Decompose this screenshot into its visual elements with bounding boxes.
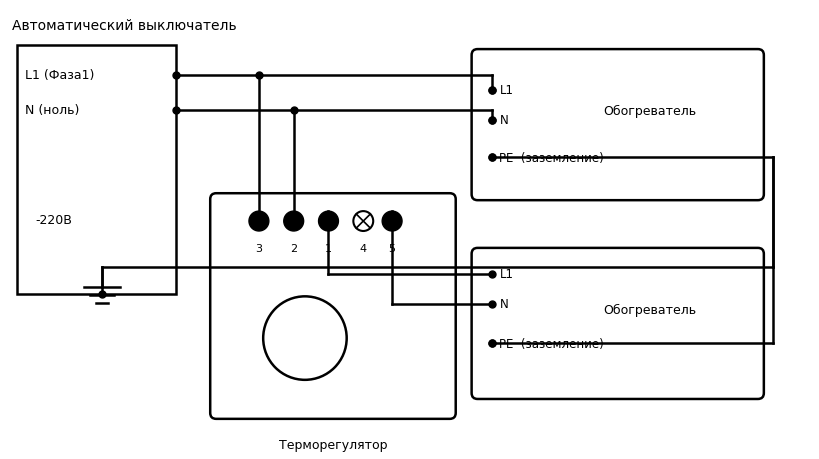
Circle shape: [249, 212, 269, 231]
Text: Терморегулятор: Терморегулятор: [278, 438, 387, 451]
Text: Обогреватель: Обогреватель: [604, 105, 697, 118]
Circle shape: [319, 212, 338, 231]
FancyBboxPatch shape: [472, 248, 764, 399]
Text: PE  (заземление): PE (заземление): [500, 337, 604, 350]
Text: N: N: [500, 114, 509, 127]
Text: 2: 2: [290, 243, 297, 253]
Text: L1 (Фаза1): L1 (Фаза1): [25, 69, 95, 82]
FancyBboxPatch shape: [210, 194, 455, 419]
FancyBboxPatch shape: [472, 50, 764, 201]
Text: Автоматический выключатель: Автоматический выключатель: [12, 19, 237, 33]
Text: N (ноль): N (ноль): [25, 104, 79, 117]
Text: N: N: [500, 297, 509, 310]
Text: 1: 1: [325, 243, 332, 253]
Text: 3: 3: [256, 243, 262, 253]
Text: -220В: -220В: [35, 213, 72, 226]
Circle shape: [283, 212, 304, 231]
Circle shape: [382, 212, 402, 231]
Text: Обогреватель: Обогреватель: [604, 303, 697, 316]
Text: PE  (заземление): PE (заземление): [500, 151, 604, 165]
Text: L1: L1: [500, 84, 514, 97]
Bar: [17, 46, 176, 294]
Text: 5: 5: [388, 243, 396, 253]
Text: L1: L1: [500, 268, 514, 280]
Text: 4: 4: [360, 243, 367, 253]
